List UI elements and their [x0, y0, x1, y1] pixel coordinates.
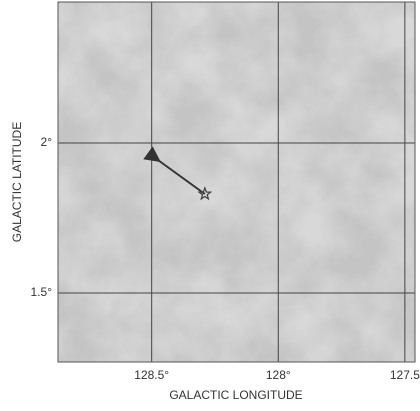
chart: GALACTIC LONGITUDE GALACTIC LATITUDE 128…	[0, 0, 420, 406]
x-tick-label: 128°	[266, 368, 291, 382]
x-tick-label: 128.5°	[134, 368, 169, 382]
x-tick-label: 127.5	[390, 368, 420, 382]
map-image	[58, 2, 415, 362]
y-tick-label: 2°	[41, 135, 53, 149]
y-axis-label: GALACTIC LATITUDE	[10, 122, 24, 242]
x-axis-label: GALACTIC LONGITUDE	[169, 388, 302, 402]
y-tick-label: 1.5°	[31, 285, 53, 299]
